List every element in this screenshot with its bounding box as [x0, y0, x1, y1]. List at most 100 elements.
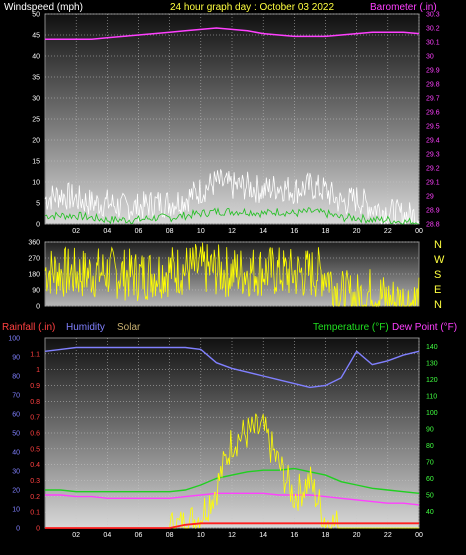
wind-xtick: 18	[322, 228, 330, 235]
wind-xtick: 06	[135, 228, 143, 235]
wind-right-ytick: 30.2	[426, 26, 440, 33]
wind-label: Windspeed (mph)	[4, 2, 83, 13]
weather-xtick: 16	[290, 532, 298, 539]
weather-xtick: 04	[103, 532, 111, 539]
wind-xtick: 22	[384, 228, 392, 235]
rain-left-ytick: 0.1	[30, 510, 40, 517]
temperature-series	[45, 467, 420, 494]
rain-left-ytick: 0.5	[30, 446, 40, 453]
wind-right-ytick: 29.6	[426, 110, 440, 117]
humidity-series	[44, 346, 420, 389]
wind-left-ytick: 25	[32, 117, 40, 124]
wind-right-ytick: 28.9	[426, 208, 440, 215]
wind-left-ytick: 35	[32, 75, 40, 82]
wind-right-ytick: 30.1	[426, 40, 440, 47]
rain-left-ytick: 1	[36, 367, 40, 374]
temp-right-ytick: 110	[426, 393, 437, 400]
wind-gust-series	[44, 169, 420, 225]
direction-series	[44, 242, 420, 308]
temp-right-ytick: 140	[426, 344, 438, 351]
wind-xtick: 20	[353, 228, 361, 235]
humidity-label: Humidity	[66, 322, 105, 333]
wind-xtick: 14	[259, 228, 267, 235]
wind-left-ytick: 40	[32, 54, 40, 61]
dir-left-ytick: 0	[36, 304, 40, 311]
dir-label-n1: N	[434, 239, 442, 251]
wind-left-ytick: 45	[32, 33, 40, 40]
wind-xtick: 10	[197, 228, 205, 235]
wind-xtick: 12	[228, 228, 236, 235]
graph-title: 24 hour graph day : October 03 2022	[170, 2, 334, 13]
rain-left-ytick: 0.3	[30, 478, 40, 485]
weather-xtick: 20	[353, 532, 361, 539]
wind-right-ytick: 29.5	[426, 124, 440, 131]
temp-right-ytick: 60	[426, 476, 434, 483]
wind-xtick: 16	[290, 228, 298, 235]
rain-left-ytick: 0.4	[30, 462, 40, 469]
weather-xtick: 14	[259, 532, 267, 539]
dir-left-ytick: 360	[28, 240, 40, 247]
dir-label-e: E	[434, 284, 441, 296]
wind-xtick: 02	[72, 228, 80, 235]
wind-right-ytick: 29.7	[426, 96, 440, 103]
temp-right-ytick: 130	[426, 360, 438, 367]
dir-left-ytick: 270	[28, 256, 40, 263]
weather-xtick: 08	[166, 532, 174, 539]
wind-xtick: 08	[166, 228, 174, 235]
wind-xtick: 00	[415, 228, 423, 235]
weather-xtick: 10	[197, 532, 205, 539]
wind-xtick: 04	[103, 228, 111, 235]
wind-left-ytick: 10	[32, 180, 40, 187]
temperature-label: Temperature (°F)	[313, 322, 389, 333]
wind-left-ytick: 5	[36, 201, 40, 208]
rain-left-ytick: 0.2	[30, 494, 40, 501]
barometer-label: Barometer (.in)	[370, 2, 437, 13]
temp-right-ytick: 70	[426, 459, 434, 466]
dewpoint-label: Dew Point (°F)	[392, 322, 457, 333]
weather-xtick: 12	[228, 532, 236, 539]
weather-xtick: 00	[415, 532, 423, 539]
wind-right-ytick: 29.9	[426, 68, 440, 75]
wind-right-ytick: 29.8	[426, 82, 440, 89]
temp-right-ytick: 40	[426, 509, 434, 516]
rain-label: Rainfall (.in)	[2, 322, 55, 333]
rain-series	[45, 522, 419, 529]
weather-xtick: 06	[135, 532, 143, 539]
rain-left-ytick: 0.6	[30, 431, 40, 438]
rain-left-ytick: 0.9	[30, 383, 40, 390]
wind-right-ytick: 28.8	[426, 222, 440, 229]
wind-left-ytick: 0	[36, 222, 40, 229]
temp-right-ytick: 50	[426, 492, 434, 499]
solar-label: Solar	[117, 322, 141, 333]
weather-xtick: 02	[72, 532, 80, 539]
weather-xtick: 18	[322, 532, 330, 539]
wind-left-ytick: 30	[32, 96, 40, 103]
humidity-left-ytick: 70	[12, 393, 20, 400]
temp-right-ytick: 100	[426, 410, 438, 417]
humidity-left-ytick: 80	[12, 374, 20, 381]
temp-right-ytick: 80	[426, 443, 434, 450]
wind-right-ytick: 29.4	[426, 138, 440, 145]
humidity-left-ytick: 0	[16, 526, 20, 533]
wind-right-ytick: 29.1	[426, 180, 440, 187]
dir-label-s: S	[434, 269, 441, 281]
wind-left-ytick: 15	[32, 159, 40, 166]
wind-left-ytick: 20	[32, 138, 40, 145]
wind-right-ytick: 29.3	[426, 152, 440, 159]
dewpoint-series	[45, 492, 420, 506]
temp-right-ytick: 90	[426, 426, 434, 433]
dir-left-ytick: 90	[32, 288, 40, 295]
wind-right-ytick: 30	[426, 54, 434, 61]
humidity-left-ytick: 40	[12, 450, 20, 457]
dir-label-n2: N	[434, 299, 442, 311]
dir-left-ytick: 180	[28, 272, 40, 279]
rain-left-ytick: 0	[36, 526, 40, 533]
wind-right-ytick: 29.2	[426, 166, 440, 173]
humidity-left-ytick: 10	[12, 507, 20, 514]
humidity-left-ytick: 60	[12, 412, 20, 419]
wind-avg-series	[44, 207, 419, 225]
humidity-left-ytick: 30	[12, 469, 20, 476]
humidity-left-ytick: 50	[12, 431, 20, 438]
humidity-left-ytick: 100	[8, 336, 20, 343]
